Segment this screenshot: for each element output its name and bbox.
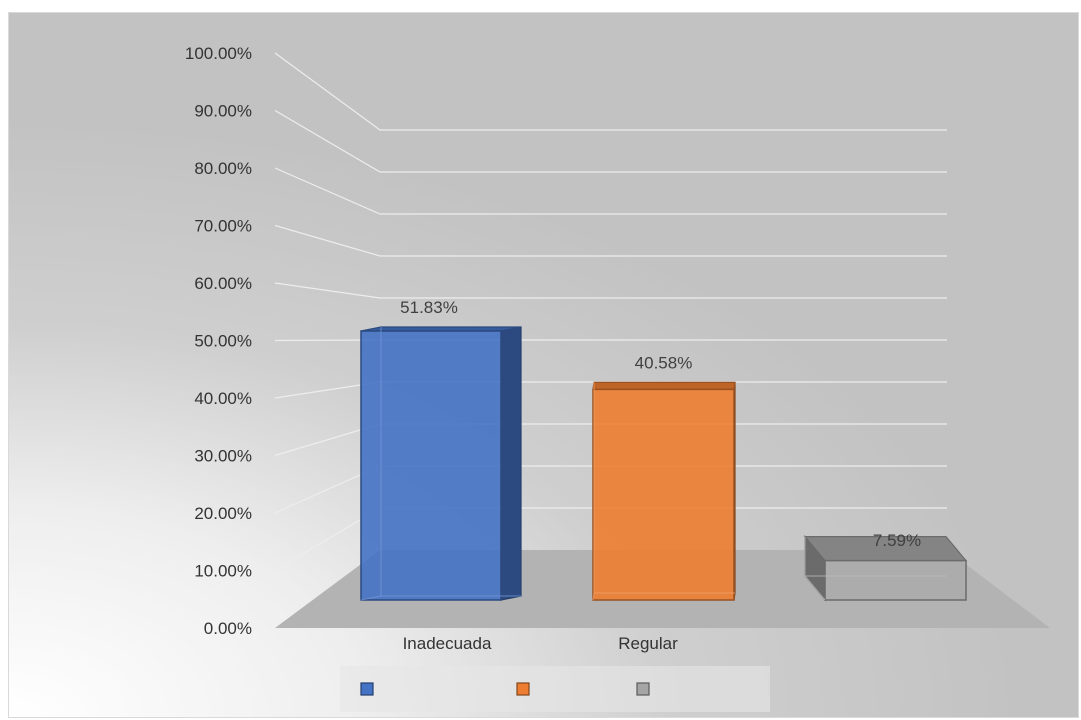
bar-front-face (592, 388, 735, 601)
y-tick-label: 20.00% (194, 504, 252, 523)
y-tick-label: 70.00% (194, 217, 252, 236)
bar-1 (360, 326, 522, 601)
bar-edge (804, 575, 826, 601)
data-label: 40.58% (635, 353, 693, 372)
bar-2 (592, 381, 736, 601)
bar-front-face (360, 330, 502, 601)
y-tick-label: 60.00% (194, 274, 252, 293)
legend-swatch (516, 682, 530, 696)
x-category-label: Inadecuada (403, 634, 492, 653)
y-tick-label: 50.00% (194, 332, 252, 351)
gridline (274, 167, 947, 215)
y-tick-label: 0.00% (204, 619, 252, 638)
x-category-label: Regular (618, 634, 678, 653)
gridline (274, 52, 947, 131)
y-tick-label: 10.00% (194, 562, 252, 581)
bar-edge (360, 595, 382, 601)
y-tick-label: 30.00% (194, 447, 252, 466)
legend-swatch (360, 682, 374, 696)
y-tick-label: 80.00% (194, 159, 252, 178)
data-label: 7.59% (873, 531, 921, 550)
bar-3 (803, 534, 968, 602)
y-tick-label: 100.00% (185, 44, 252, 63)
bar-top-face (592, 381, 736, 390)
gridline (274, 282, 947, 299)
gridline (274, 224, 947, 257)
bar-side-face (500, 326, 522, 601)
bar-front-face (824, 559, 967, 601)
y-tick-label: 90.00% (194, 102, 252, 121)
bar-edge (592, 592, 595, 601)
legend (340, 666, 770, 712)
y-tick-label: 40.00% (194, 389, 252, 408)
legend-swatch (636, 682, 650, 696)
gridline (274, 109, 947, 173)
data-label: 51.83% (400, 298, 458, 317)
